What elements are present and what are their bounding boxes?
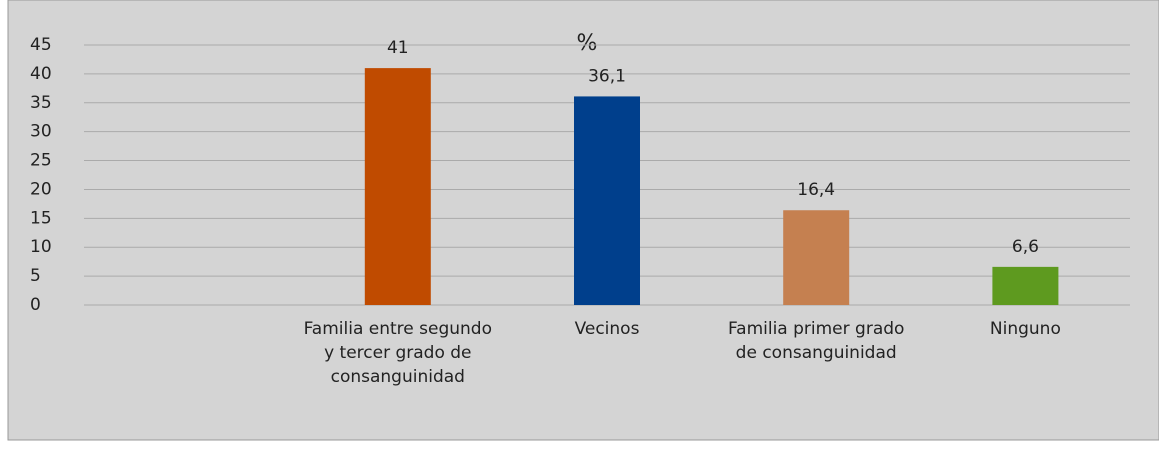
y-tick-label: 10 <box>30 237 52 257</box>
data-label: 41 <box>387 38 409 58</box>
y-tick-label: 40 <box>30 64 52 84</box>
bar <box>992 266 1059 305</box>
y-tick-label: 15 <box>30 208 52 228</box>
bar <box>364 68 431 305</box>
x-tick-label: Familia primer grado de consanguinidad <box>727 319 905 363</box>
y-tick-label: 35 <box>30 93 52 113</box>
y-tick-label: 45 <box>30 35 52 55</box>
x-tick-label: Ninguno <box>989 319 1061 339</box>
bar <box>783 210 850 305</box>
x-tick-label: Familia entre segundo y tercer grado de … <box>303 319 492 387</box>
y-tick-label: 5 <box>30 266 41 286</box>
y-tick-label: 20 <box>30 179 52 199</box>
data-label: 16,4 <box>797 180 835 200</box>
y-tick-label: 0 <box>30 295 41 315</box>
data-label: 6,6 <box>1012 237 1039 257</box>
y-tick-label: 30 <box>30 122 52 142</box>
y-tick-label: 25 <box>30 151 52 171</box>
chart-title: % <box>577 31 598 56</box>
x-tick-label: Vecinos <box>574 319 640 339</box>
bar <box>574 96 640 305</box>
data-label: 36,1 <box>588 66 626 86</box>
